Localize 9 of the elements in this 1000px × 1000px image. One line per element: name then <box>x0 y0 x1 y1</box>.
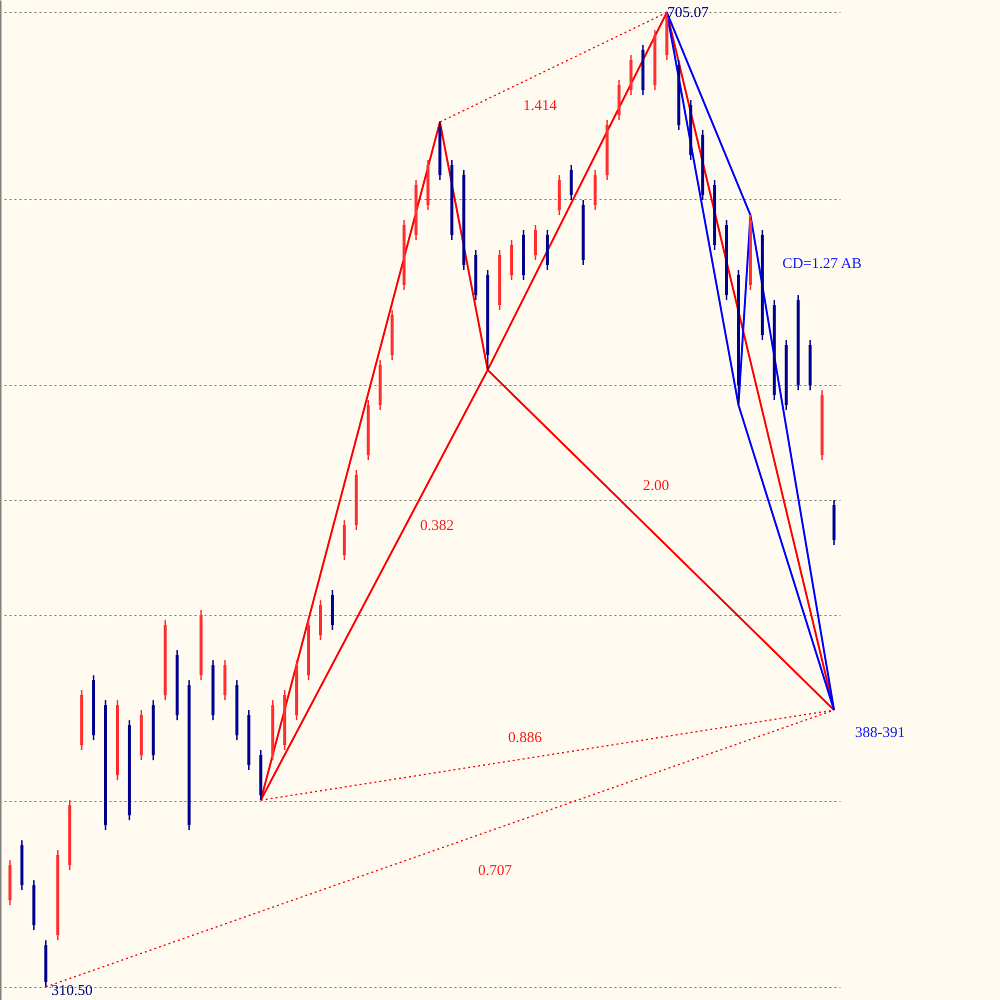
annotation: 0.382 <box>420 518 454 534</box>
annotation: CD=1.27 AB <box>782 256 862 272</box>
annotation: 310.50 <box>51 983 93 999</box>
annotation: 0.707 <box>478 863 512 879</box>
annotation: 705.07 <box>667 5 710 21</box>
annotation: 2.00 <box>642 478 670 494</box>
annotation: 1.414 <box>523 98 558 114</box>
annotation: 0.886 <box>508 730 542 746</box>
text: 388-391 <box>855 725 905 741</box>
